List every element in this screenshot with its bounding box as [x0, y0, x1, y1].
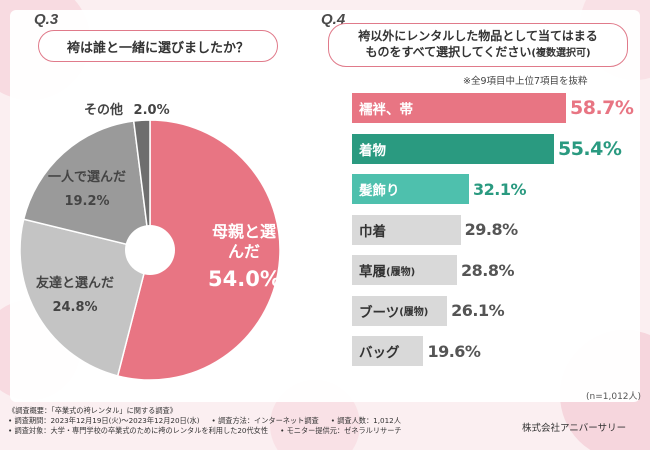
bar: 襦袢、帯	[352, 93, 566, 123]
bar-value: 29.8%	[464, 220, 519, 239]
bar-value: 19.6%	[427, 341, 481, 361]
pie-value-alone: 19.2%	[64, 194, 110, 210]
bar: 草履 (履物)	[352, 255, 457, 285]
q4-question-line1: 袴以外にレンタルした物品として当てはまる	[358, 29, 598, 43]
bar-label: 巾着	[359, 223, 386, 240]
q4-question-suffix: (複数選択可)	[531, 48, 591, 59]
pie-value-other: 2.0%	[133, 103, 170, 118]
pie-slice-friends	[19, 218, 151, 377]
bar-row: バッグ 19.6%	[352, 336, 481, 366]
bar: 巾着	[352, 214, 461, 245]
bar-row: 髪飾り 32.1%	[352, 174, 527, 204]
survey-footer: 《調査概要：「卒業式の袴レンタル」に関する調査》 • 調査期間：2023年12月…	[8, 406, 402, 436]
q3-label: Q.3	[34, 11, 59, 28]
bar-row: ブーツ (履物) 26.1%	[352, 295, 505, 326]
pie-center-hole	[125, 225, 175, 275]
bar-value: 26.1%	[451, 301, 505, 320]
footer-row-1: • 調査期間：2023年12月19日(火)～2023年12月20日(水) • 調…	[8, 416, 402, 426]
sample-size: (n=1,012人)	[586, 392, 642, 402]
bar-label: ブーツ	[359, 304, 400, 321]
pie-label-friends: 友達と選んだ 24.8%	[36, 276, 114, 317]
footer-method: • 調査方法：インターネット調査	[211, 416, 319, 425]
bar-row: 襦袢、帯 58.7%	[352, 93, 634, 123]
q4-question-line2: ものをすべて選択してください	[365, 45, 532, 59]
pie-label-friends-name: 友達と選んだ	[36, 276, 115, 291]
pie-label-alone-name: 一人で選んだ	[48, 170, 127, 185]
q4-question-line2-wrap: ものをすべて選択してください(複数選択可)	[365, 44, 590, 62]
pie-label-other-name: その他	[84, 103, 124, 118]
footer-row-2: • 調査対象：大学・専門学校の卒業式のために袴のレンタルを利用した20代女性 •…	[8, 426, 402, 436]
pie-value-mother: 54.0%	[208, 267, 281, 291]
pie-label-mother-name: 母親と選んだ	[212, 222, 277, 261]
bar: ブーツ (履物)	[352, 295, 448, 326]
bar: 着物	[352, 133, 554, 164]
pie-slice-mother	[116, 119, 281, 381]
pie-label-alone: 一人で選んだ 19.2%	[48, 170, 126, 211]
bar-row: 着物 55.4%	[352, 133, 622, 164]
bar-label: 襦袢、帯	[359, 102, 413, 118]
bar-label: バッグ	[359, 345, 400, 361]
bar-value: 58.7%	[570, 97, 634, 119]
pie-slice-alone	[22, 120, 151, 251]
pie-label-other: その他 2.0%	[84, 103, 170, 119]
pie-value-friends: 24.8%	[52, 300, 98, 316]
pie-label-mother: 母親と選んだ 54.0%	[208, 222, 281, 292]
footer-provider: • モニター提供元：ゼネラルリサーチ	[280, 426, 402, 435]
q4-question: 袴以外にレンタルした物品として当てはまる ものをすべて選択してください(複数選択…	[328, 23, 628, 67]
footer-title: 《調査概要：「卒業式の袴レンタル」に関する調査》	[8, 406, 177, 415]
bar-label: 草履	[359, 264, 386, 280]
bar-label: 着物	[359, 142, 386, 159]
bar: バッグ	[352, 336, 424, 366]
bar-label-suffix: (履物)	[386, 266, 416, 278]
footer-period: • 調査期間：2023年12月19日(火)～2023年12月20日(水)	[8, 416, 200, 425]
bar-value: 32.1%	[473, 179, 527, 199]
q3-question: 袴は誰と一緒に選びましたか？	[38, 30, 278, 62]
footer-count: • 調査人数：1,012人	[330, 416, 401, 425]
company-name: 株式会社アニバーサリー	[522, 423, 627, 434]
bar-label-suffix: (履物)	[399, 307, 429, 318]
bar-row: 巾着 29.8%	[352, 214, 519, 245]
pie-slice-other	[132, 119, 151, 251]
bar-label: 髪飾り	[359, 183, 400, 199]
bar-value: 28.8%	[460, 260, 515, 280]
bar: 髪飾り	[352, 174, 470, 204]
bar-row: 草履 (履物) 28.8%	[352, 255, 515, 285]
bar-value: 55.4%	[557, 137, 622, 160]
footer-target: • 調査対象：大学・専門学校の卒業式のために袴のレンタルを利用した20代女性	[8, 426, 269, 435]
q4-note: ※全9項目中上位7項目を抜粋	[463, 76, 588, 87]
